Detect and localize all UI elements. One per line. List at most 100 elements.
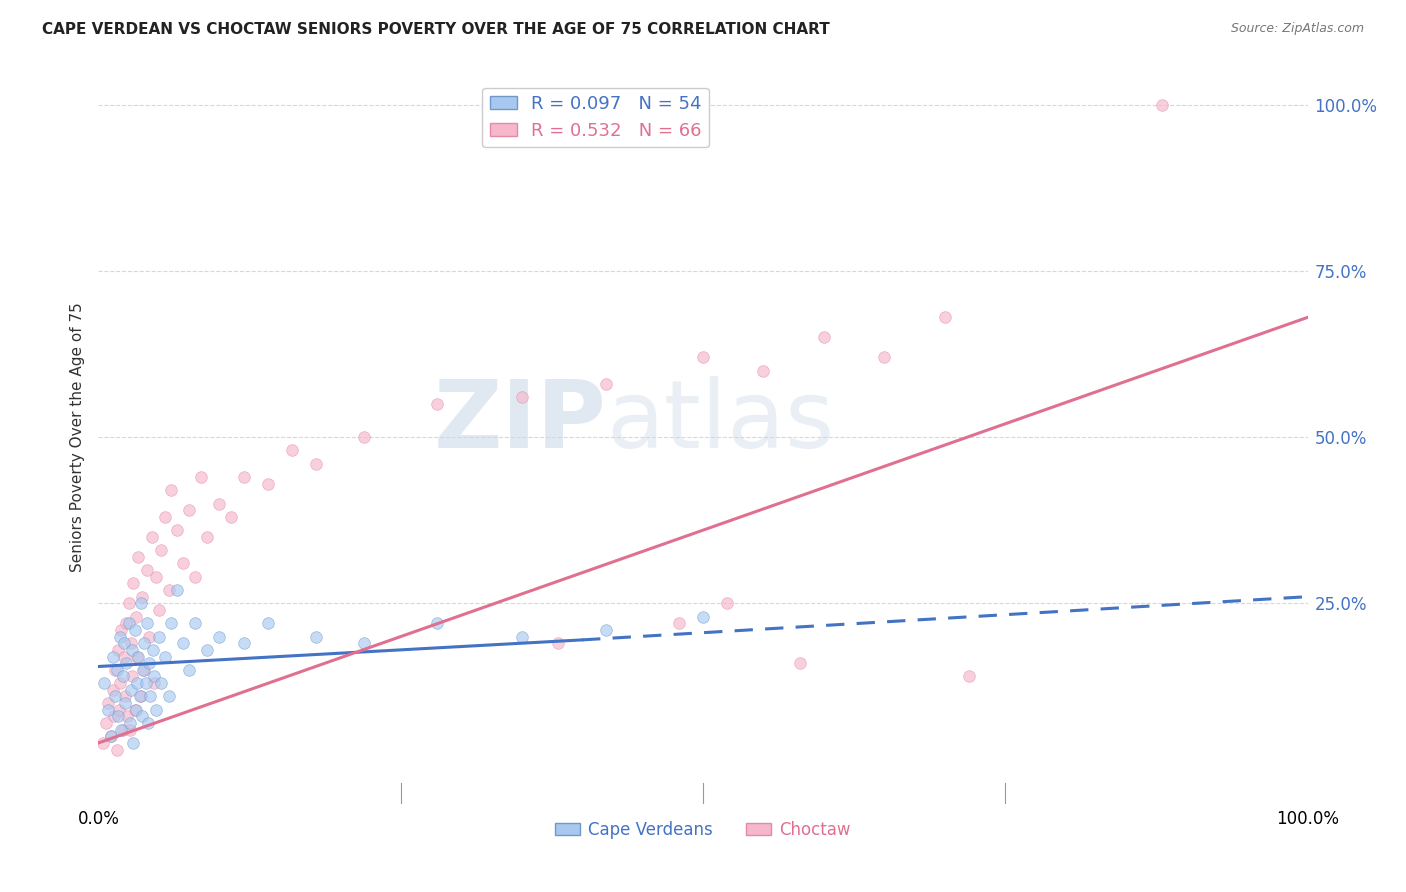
Point <box>110 723 132 737</box>
Point <box>305 457 328 471</box>
Point <box>195 530 218 544</box>
Point <box>111 669 134 683</box>
Point <box>179 663 201 677</box>
Point <box>143 676 166 690</box>
Y-axis label: Seniors Poverty Over the Age of 75: Seniors Poverty Over the Age of 75 <box>69 302 84 572</box>
Point <box>108 703 131 717</box>
Point <box>108 630 131 644</box>
Point <box>91 736 114 750</box>
Point <box>115 616 138 631</box>
Point <box>305 630 328 644</box>
Point <box>97 703 120 717</box>
Point <box>131 709 153 723</box>
Point <box>150 543 173 558</box>
Point <box>108 676 131 690</box>
Point <box>118 716 141 731</box>
Point <box>97 696 120 710</box>
Point <box>127 676 149 690</box>
Point <box>129 596 152 610</box>
Point <box>107 709 129 723</box>
Point <box>208 497 231 511</box>
Point <box>107 643 129 657</box>
Point <box>101 682 124 697</box>
Point <box>184 616 207 631</box>
Point <box>111 723 134 737</box>
Point <box>153 509 176 524</box>
Point <box>143 669 166 683</box>
Point <box>117 709 139 723</box>
Point <box>179 503 201 517</box>
Point <box>160 483 183 498</box>
Point <box>124 623 146 637</box>
Point <box>122 736 145 750</box>
Point <box>136 716 159 731</box>
Point <box>93 676 115 690</box>
Point <box>134 663 156 677</box>
Point <box>256 616 278 631</box>
Point <box>121 669 143 683</box>
Point <box>100 729 122 743</box>
Point <box>281 443 304 458</box>
Text: atlas: atlas <box>606 376 835 468</box>
Point <box>105 742 128 756</box>
Point <box>510 630 533 644</box>
Point <box>134 636 156 650</box>
Point <box>100 729 122 743</box>
Point <box>129 690 152 704</box>
Text: Source: ZipAtlas.com: Source: ZipAtlas.com <box>1230 22 1364 36</box>
Point <box>145 570 167 584</box>
Point <box>1152 97 1174 112</box>
Point <box>132 663 155 677</box>
Point <box>131 590 153 604</box>
Point <box>166 523 188 537</box>
Point <box>166 582 188 597</box>
Point <box>135 676 157 690</box>
Point <box>115 656 138 670</box>
Point <box>426 397 449 411</box>
Text: ZIP: ZIP <box>433 376 606 468</box>
Point <box>256 476 278 491</box>
Point <box>120 636 142 650</box>
Point <box>595 623 617 637</box>
Point <box>873 351 896 365</box>
Point <box>668 616 690 631</box>
Point <box>157 582 180 597</box>
Point <box>716 596 738 610</box>
Point <box>120 682 142 697</box>
Point <box>692 351 714 365</box>
Point <box>110 623 132 637</box>
Point <box>595 376 617 391</box>
Point <box>94 716 117 731</box>
Point <box>135 616 157 631</box>
Point <box>145 703 167 717</box>
Point <box>190 470 212 484</box>
Point <box>128 690 150 704</box>
Point <box>221 509 243 524</box>
Legend: Cape Verdeans, Choctaw: Cape Verdeans, Choctaw <box>548 814 858 846</box>
Point <box>121 643 143 657</box>
Point <box>124 703 146 717</box>
Point <box>101 649 124 664</box>
Point <box>353 430 375 444</box>
Point <box>789 656 811 670</box>
Point <box>172 636 194 650</box>
Point <box>232 636 254 650</box>
Point <box>353 636 375 650</box>
Point <box>157 690 180 704</box>
Point <box>153 649 176 664</box>
Point <box>118 616 141 631</box>
Point <box>112 636 135 650</box>
Point <box>127 549 149 564</box>
Point <box>118 596 141 610</box>
Point <box>195 643 218 657</box>
Point <box>150 676 173 690</box>
Point <box>138 656 160 670</box>
Point <box>813 330 835 344</box>
Point <box>208 630 231 644</box>
Point <box>103 709 125 723</box>
Point <box>125 609 148 624</box>
Point <box>139 690 162 704</box>
Point <box>957 669 980 683</box>
Point <box>426 616 449 631</box>
Point <box>160 616 183 631</box>
